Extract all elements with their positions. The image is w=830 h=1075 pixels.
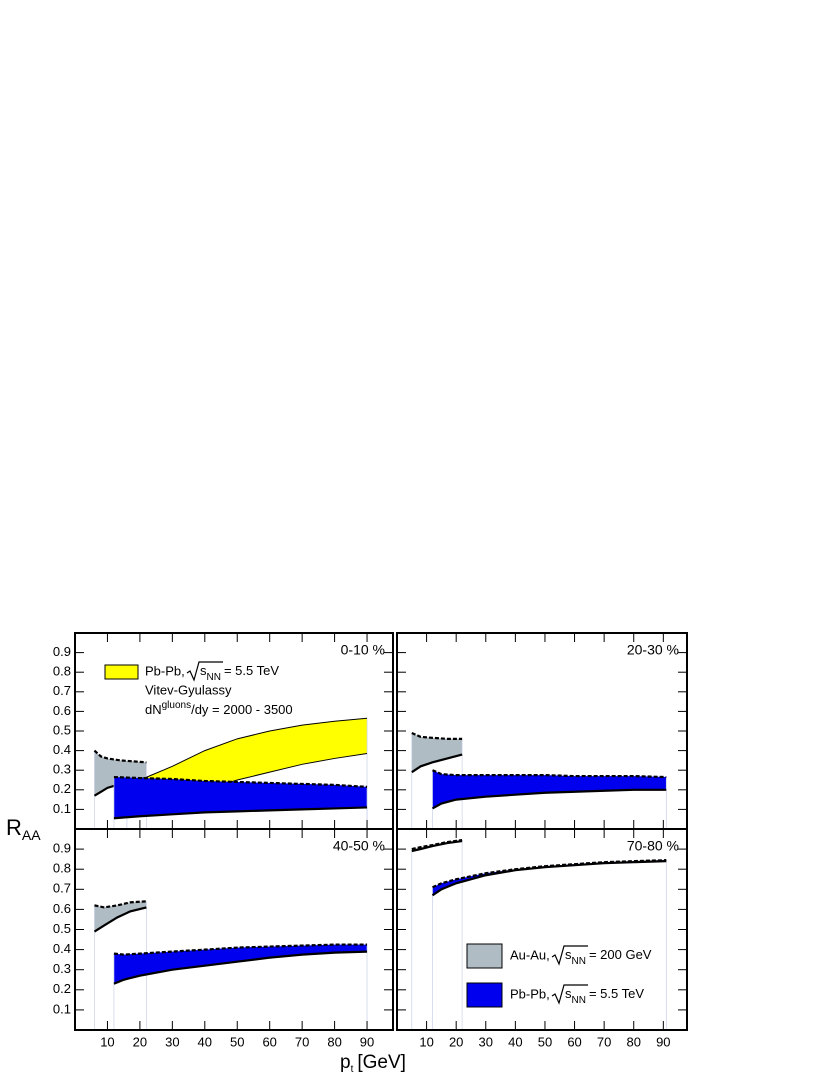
x-tick-label: 60: [262, 1034, 276, 1049]
band-lower: [93, 906, 147, 933]
energy-value: = 5.5 TeV: [589, 986, 644, 1001]
panel: 10 20 30 40 50 60 70 80 90 0.1 0.2 0.3 0.4 0.5 0.6 0.7 0…: [53, 828, 394, 1049]
x-tick-label: 70: [597, 1034, 611, 1049]
legend-swatch: [466, 943, 503, 969]
band-upper: [126, 717, 368, 789]
note-rest: /dy = 2000 - 3500: [191, 702, 293, 717]
energy-symbol: s: [200, 663, 207, 678]
y-tick-label: 0.4: [53, 742, 71, 757]
band-lower: [411, 753, 463, 774]
legend-note: dNgluons/dy = 2000 - 3500: [145, 700, 293, 718]
sqrt-sign: [551, 984, 588, 1005]
x-tick-label: 20: [133, 1034, 147, 1049]
band: [113, 777, 368, 819]
y-tick-label: 0.3: [53, 762, 71, 777]
x-tick-label: 50: [538, 1034, 552, 1049]
y-tick-label: 0.2: [53, 981, 71, 996]
legend-label: Pb-Pb,: [145, 663, 185, 678]
panel-label: 0-10 %: [341, 642, 385, 658]
legend-energy: sNN = 200 GeV: [565, 947, 652, 966]
band-upper: [432, 769, 667, 779]
y-tick-label: 0.7: [53, 881, 71, 896]
band-lower: [113, 806, 368, 820]
legend-note: Vitev-Gyulassy: [145, 682, 232, 697]
x-axis-label: pt [GeV]: [340, 1052, 406, 1075]
x-tick-label: 30: [165, 1034, 179, 1049]
x-tick-label: 10: [100, 1034, 114, 1049]
energy-value: = 200 GeV: [589, 947, 652, 962]
band-lower: [113, 950, 368, 985]
energy-sub: NN: [572, 995, 586, 1006]
x-tick-label: 80: [327, 1034, 341, 1049]
band-lower: [411, 839, 463, 853]
band-lower: [431, 788, 667, 810]
band-upper: [93, 749, 147, 764]
energy-value: = 5.5 TeV: [224, 663, 279, 678]
y-axis-label: RAA: [6, 815, 41, 843]
y-tick-label: 0.3: [53, 961, 71, 976]
y-tick-label: 0.1: [53, 1001, 71, 1016]
x-tick-label: 30: [479, 1034, 493, 1049]
band-upper: [113, 775, 368, 788]
legend-energy: sNN = 5.5 TeV: [200, 663, 279, 682]
y-tick-label: 0.2: [53, 781, 71, 796]
y-tick-label: 0.7: [53, 683, 71, 698]
y-tick-label: 0.8: [53, 861, 71, 876]
y-tick-label: 0.4: [53, 941, 71, 956]
y-tick-label: 0.9: [53, 841, 71, 856]
panel: 20-30 %: [396, 632, 688, 830]
x-tick-label: 90: [656, 1034, 670, 1049]
band-upper: [411, 731, 463, 740]
y-tick-label: 0.1: [53, 801, 71, 816]
y-tick-label: 0.8: [53, 664, 71, 679]
energy-symbol: s: [565, 947, 572, 962]
x-tick-label: 90: [360, 1034, 374, 1049]
legend-label: Au-Au,: [510, 947, 550, 962]
y-tick-label: 0.9: [53, 644, 71, 659]
band: [94, 750, 147, 796]
band-upper: [432, 859, 667, 889]
energy-sub: NN: [572, 956, 586, 967]
panel-label: 40-50 %: [333, 838, 385, 854]
x-tick-label: 50: [230, 1034, 244, 1049]
band-upper: [411, 838, 463, 851]
note-sup: gluons: [162, 700, 191, 711]
band-upper: [94, 900, 147, 909]
y-tick-label: 0.6: [53, 703, 71, 718]
legend-label: Pb-Pb,: [510, 986, 550, 1001]
x-tick-label: 40: [508, 1034, 522, 1049]
legend-swatch: [466, 982, 503, 1008]
energy-symbol: s: [565, 986, 572, 1001]
panel-label: 70-80 %: [627, 838, 679, 854]
x-tick-label: 80: [627, 1034, 641, 1049]
x-tick-label: 10: [419, 1034, 433, 1049]
x-tick-label: 40: [198, 1034, 212, 1049]
band: [411, 732, 463, 773]
x-tick-label: 70: [295, 1034, 309, 1049]
band: [94, 901, 147, 932]
panel-frame: [74, 828, 394, 1031]
legend-swatch: [104, 664, 139, 680]
note-base: dN: [145, 702, 162, 717]
band: [432, 770, 667, 809]
sqrt-sign: [551, 945, 588, 966]
legend-energy: sNN = 5.5 TeV: [565, 986, 644, 1005]
y-tick-label: 0.5: [53, 722, 71, 737]
panel-label: 20-30 %: [627, 642, 679, 658]
band: [113, 944, 368, 984]
y-tick-label: 0.6: [53, 901, 71, 916]
x-tick-label: 20: [449, 1034, 463, 1049]
x-tick-label: 60: [567, 1034, 581, 1049]
panel: 0.1 0.2 0.3 0.4 0.5 0.6 0.7 0.8 0.9 0-10 % Pb-Pb, s…: [53, 632, 394, 830]
y-tick-label: 0.5: [53, 921, 71, 936]
sqrt-sign: [186, 661, 223, 682]
energy-sub: NN: [207, 672, 221, 683]
band-upper: [113, 943, 368, 956]
